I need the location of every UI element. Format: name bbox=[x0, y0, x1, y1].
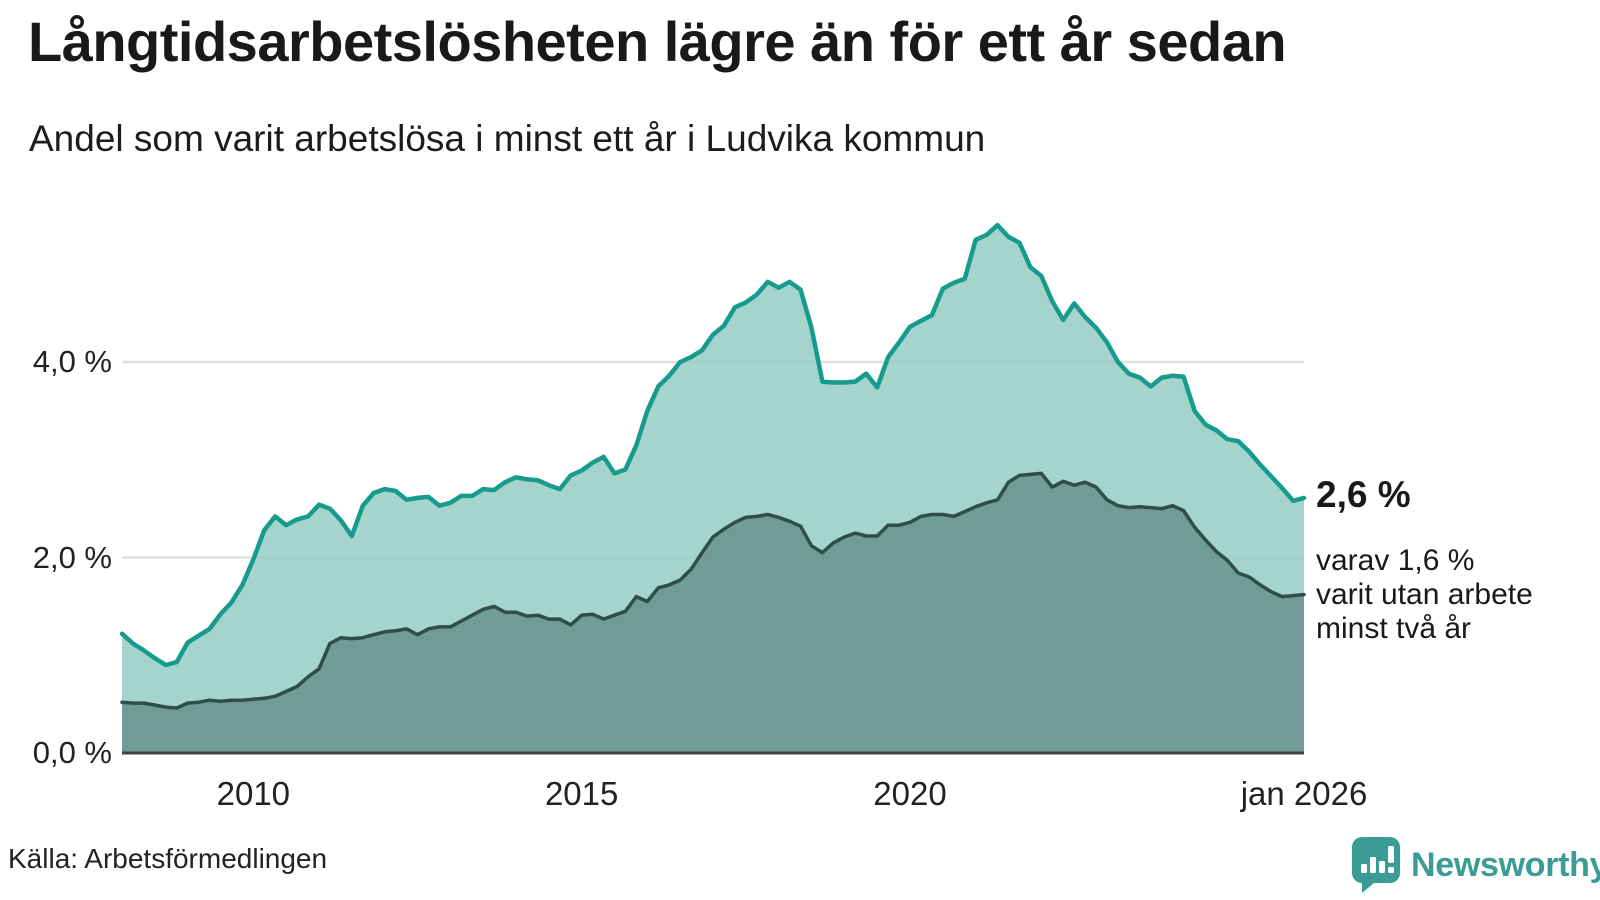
series-area-2 bbox=[122, 473, 1304, 753]
logo-wordmark: Newsworthy bbox=[1411, 845, 1600, 884]
source-note: Källa: Arbetsförmedlingen bbox=[8, 843, 328, 874]
page-title: Långtidsarbetslösheten lägre än för ett … bbox=[28, 10, 1287, 73]
annotation-line: minst två år bbox=[1316, 612, 1472, 645]
y-tick-label: 2,0 % bbox=[32, 539, 112, 575]
y-tick-label: 4,0 % bbox=[32, 344, 112, 379]
x-tick-label: 2020 bbox=[873, 775, 947, 812]
end-value-annotation: 2,6 % bbox=[1316, 474, 1411, 515]
annotation-line: varav 1,6 % bbox=[1316, 544, 1475, 577]
series-line-2 bbox=[120, 471, 1306, 710]
y-tick-label: 0,0 % bbox=[32, 735, 112, 770]
end-detail-annotation: varav 1,6 % varit utan arbete minst två … bbox=[1316, 544, 1533, 646]
chart-subtitle: Andel som varit arbetslösa i minst ett å… bbox=[29, 118, 986, 159]
series-line-1 bbox=[119, 222, 1307, 668]
x-tick-label: jan 2026 bbox=[1240, 775, 1368, 812]
newsworthy-bubble-chart-icon bbox=[1352, 837, 1400, 893]
x-tick-label: 2015 bbox=[544, 775, 619, 812]
newsworthy-logo: Newsworthy bbox=[1352, 836, 1600, 894]
x-tick-label: 2010 bbox=[216, 775, 291, 812]
annotation-line: varit utan arbete bbox=[1316, 578, 1533, 611]
